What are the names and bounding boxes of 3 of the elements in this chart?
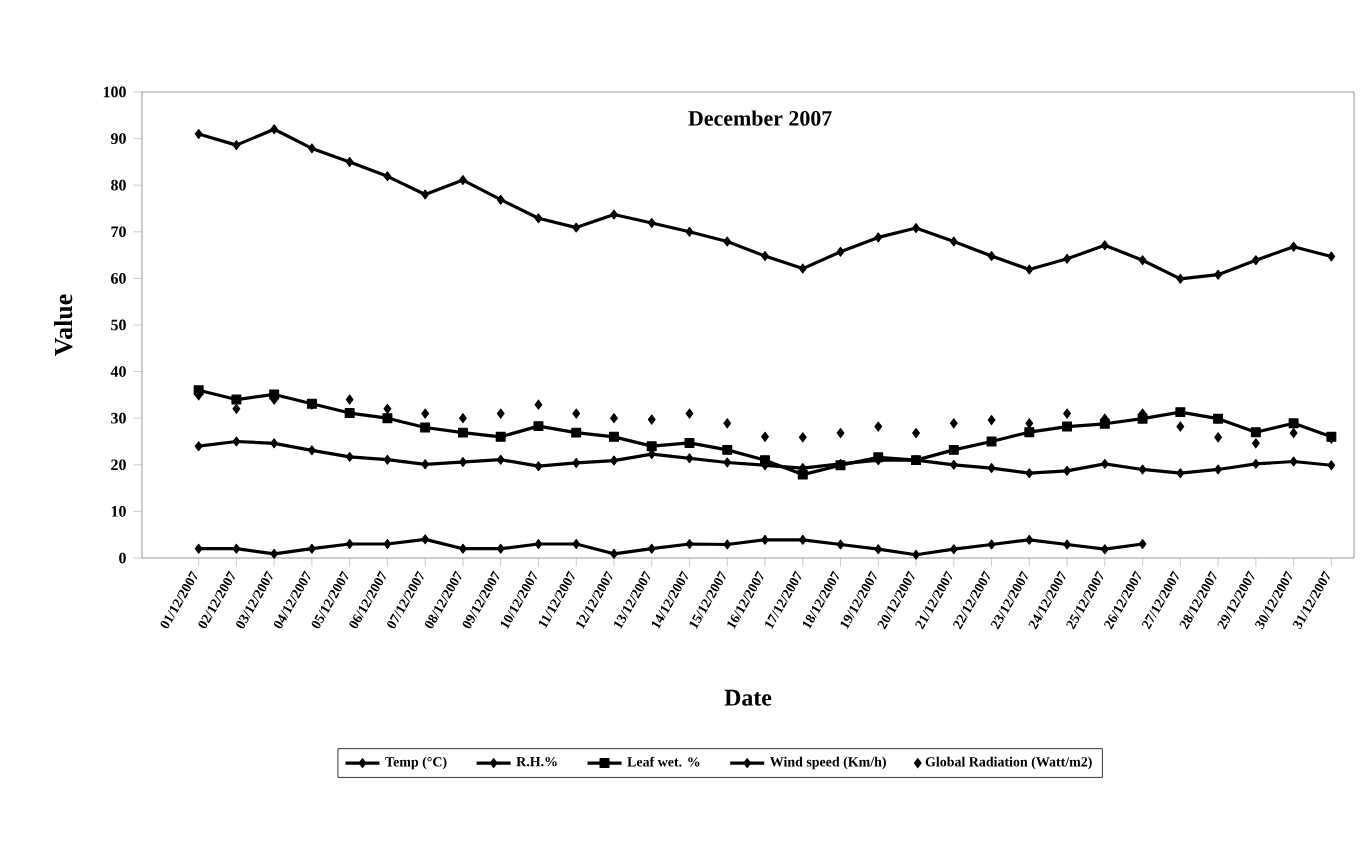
x-axis-title: Date xyxy=(724,689,772,706)
text: December 2007 xyxy=(688,110,832,126)
y-axis-title: Value xyxy=(54,294,73,356)
